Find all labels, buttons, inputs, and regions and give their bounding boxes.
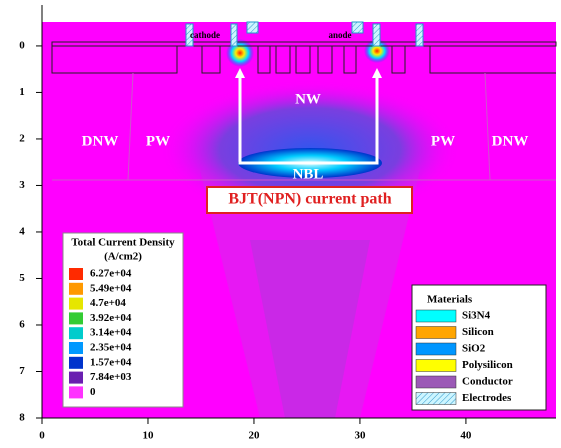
material-label: Si3N4 [462,310,491,322]
material-swatch [416,376,456,388]
legend-label: 6.27e+04 [90,268,132,280]
material-swatch [416,360,456,372]
y-tick-label: 8 [19,412,25,424]
chart: BJT(NPN) current path cathode anode NW DNW P… [0,0,561,448]
x-tick-label: 10 [142,430,154,442]
x-tick-label: 0 [39,430,45,442]
legend-title: Total Current Density [71,237,175,249]
legend-swatch [69,327,83,339]
material-swatch [416,393,456,405]
y-tick-label: 0 [19,39,25,51]
material-label: SiO2 [462,343,486,355]
hot-spot [226,39,254,67]
material-label: Polysilicon [462,359,513,371]
y-tick-label: 7 [19,365,25,377]
material-swatch [416,310,456,322]
material-swatch [416,343,456,355]
legend-swatch [69,312,83,324]
x-tick-label: 20 [248,430,260,442]
materials-title: Materials [427,294,473,306]
material-swatch [416,327,456,339]
legend-label: 1.57e+04 [90,356,132,368]
region-label: NBL [293,166,324,182]
legend-swatch [69,342,83,354]
material-label: Silicon [462,326,494,338]
annotation: BJT(NPN) current path [228,191,391,208]
region-label: PW [146,133,170,149]
y-tick-label: 1 [19,86,25,98]
legend-swatch [69,298,83,310]
legend-label: 7.84e+03 [90,371,132,383]
legend-swatch [69,386,83,398]
y-tick-label: 2 [19,132,25,144]
material-label: Conductor [462,376,513,388]
legend-label: 0 [90,386,96,398]
region-label: NW [295,91,321,107]
legend-unit: (A/cm2) [104,251,142,263]
legend-label: 2.35e+04 [90,342,132,354]
region-label: cathode [190,30,220,40]
material-label: Electrodes [462,392,512,404]
y-tick-label: 6 [19,319,25,331]
y-tick-label: 5 [19,272,25,284]
legend-label: 3.92e+04 [90,312,132,324]
materials-legend: Materials Si3N4 Silicon SiO2 Polysilicon Con… [412,285,546,410]
legend-swatch [69,357,83,369]
region-label: anode [328,30,351,40]
region-label: DNW [492,133,529,149]
x-tick-label: 40 [460,430,472,442]
region-label: DNW [82,133,119,149]
legend-label: 3.14e+04 [90,327,132,339]
region-label: PW [431,133,455,149]
legend-swatch [69,268,83,280]
legend-label: 5.49e+04 [90,282,132,294]
y-tick-label: 4 [19,225,25,237]
x-tick-label: 30 [354,430,366,442]
legend-swatch [69,283,83,295]
y-tick-label: 3 [19,179,25,191]
current-legend: Total Current Density (A/cm2) 6.27e+04 5.… [63,233,183,407]
legend-swatch [69,372,83,384]
legend-label: 4.7e+04 [90,297,126,309]
